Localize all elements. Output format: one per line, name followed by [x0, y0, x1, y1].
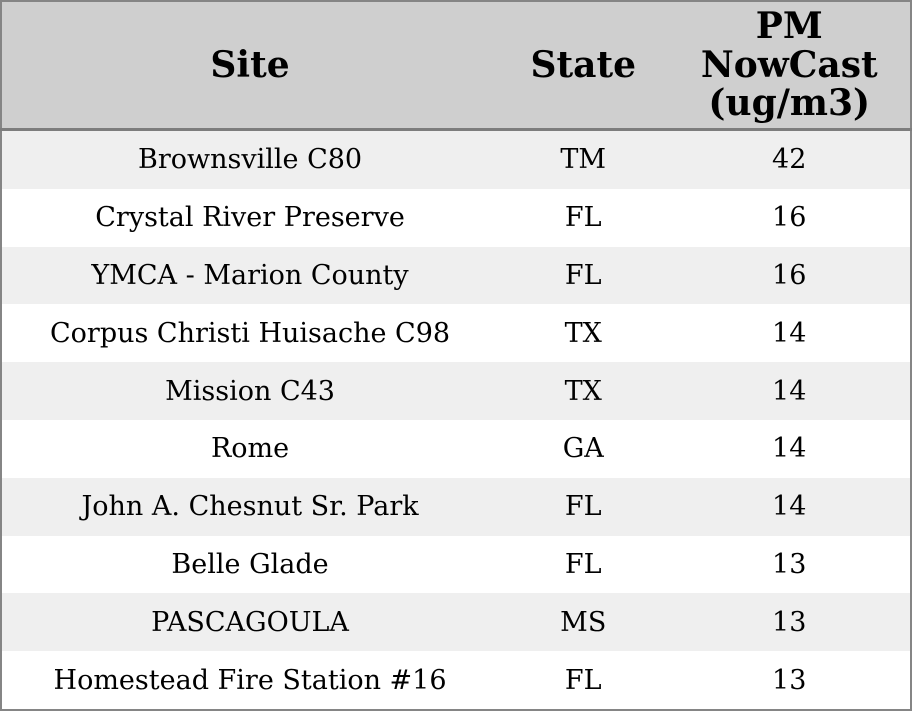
- table-row: YMCA - Marion County FL 16: [1, 246, 911, 305]
- table-row: Corpus Christi Huisache C98 TX 14: [1, 304, 911, 363]
- state-cell: TM: [560, 144, 607, 176]
- site-cell: Rome: [210, 433, 290, 465]
- state-cell: FL: [564, 664, 602, 696]
- pm-value-cell: 13: [772, 548, 807, 580]
- site-cell: Brownsville C80: [137, 144, 363, 176]
- state-cell: FL: [564, 202, 602, 234]
- site-cell: Mission C43: [165, 375, 335, 407]
- site-cell: PASCAGOULA: [151, 606, 349, 638]
- pm-value-cell: 13: [772, 606, 807, 638]
- pm-value-cell: 16: [772, 259, 807, 291]
- column-header-state: State: [498, 1, 669, 131]
- state-cell: MS: [560, 606, 607, 638]
- column-header-site: Site: [1, 1, 499, 131]
- table-row: Brownsville C80 TM 42: [1, 129, 911, 189]
- state-cell: TX: [564, 317, 602, 349]
- site-cell: Corpus Christi Huisache C98: [50, 317, 451, 349]
- site-cell: Homestead Fire Station #16: [53, 664, 447, 696]
- table-row: Belle Glade FL 13: [1, 535, 911, 594]
- pm-value-cell: 13: [772, 664, 807, 696]
- table-row: John A. Chesnut Sr. Park FL 14: [1, 477, 911, 536]
- table-body: Brownsville C80 TM 42 Crystal River Pres…: [1, 129, 911, 710]
- table-row: PASCAGOULA MS 13: [1, 593, 911, 652]
- state-cell: FL: [564, 548, 602, 580]
- state-cell: FL: [564, 491, 602, 523]
- state-cell: FL: [564, 259, 602, 291]
- pm-value-cell: 14: [772, 433, 807, 465]
- state-cell: GA: [562, 433, 604, 465]
- site-cell: Crystal River Preserve: [95, 202, 405, 234]
- table-header: Site State PM NowCast (ug/m3): [1, 1, 911, 131]
- state-cell: TX: [564, 375, 602, 407]
- table-row: Crystal River Preserve FL 16: [1, 188, 911, 247]
- pm-value-cell: 14: [772, 317, 807, 349]
- pm-value-cell: 16: [772, 202, 807, 234]
- pm-value-cell: 14: [772, 375, 807, 407]
- site-cell: John A. Chesnut Sr. Park: [81, 491, 419, 523]
- table-row: Mission C43 TX 14: [1, 362, 911, 420]
- column-header-pm-nowcast: PM NowCast (ug/m3): [668, 1, 911, 131]
- pm-value-cell: 14: [772, 491, 807, 523]
- table-row: Rome GA 14: [1, 419, 911, 478]
- pm-value-cell: 42: [772, 144, 807, 176]
- site-cell: Belle Glade: [171, 548, 329, 580]
- site-cell: YMCA - Marion County: [91, 259, 409, 291]
- table-row: Homestead Fire Station #16 FL 13: [1, 651, 911, 710]
- header-row: Site State PM NowCast (ug/m3): [1, 1, 911, 131]
